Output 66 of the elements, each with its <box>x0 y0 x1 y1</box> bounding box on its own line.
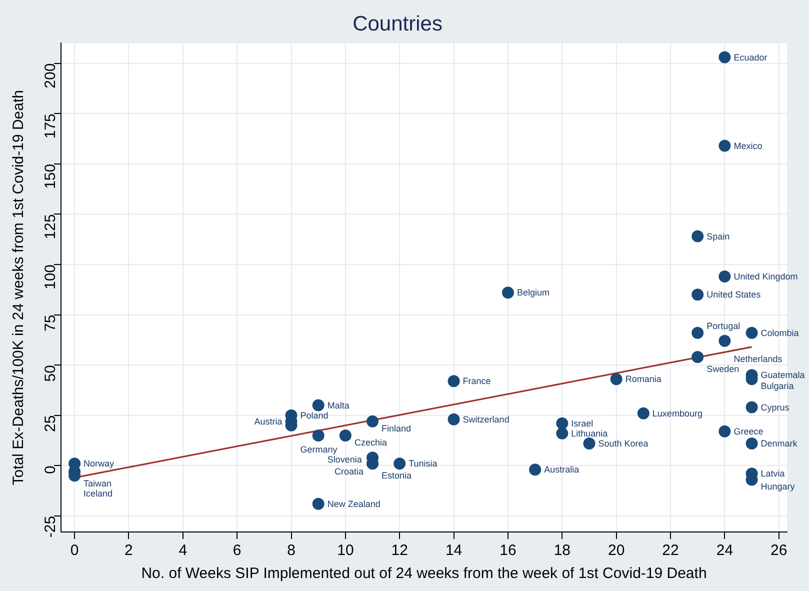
annotation: Germany <box>300 444 338 454</box>
annotation: Austria <box>254 416 282 426</box>
annotation: Hungary <box>760 482 796 492</box>
annotation: Luxembourg <box>652 408 702 418</box>
annotation: Lithuania <box>571 428 608 438</box>
x-tick-label: 18 <box>554 542 570 560</box>
annotation: Colombia <box>760 328 799 338</box>
annotation: Czechia <box>354 437 387 448</box>
annotation: United States <box>706 290 762 300</box>
annotation: Malta <box>327 400 350 410</box>
x-tick-label: 20 <box>608 542 625 560</box>
chart-title: Countries <box>352 12 442 36</box>
x-tick-label: 10 <box>337 542 354 560</box>
annotation: Norway <box>84 458 115 469</box>
annotation: Tunisia <box>408 458 438 469</box>
x-axis-title: No. of Weeks SIP Implemented out of 24 weeks from the week of 1st Covid-19 Death <box>141 565 707 582</box>
annotation: Cyprus <box>760 402 790 412</box>
annotation: Israel <box>571 418 594 428</box>
y-tick-label: 200 <box>42 63 60 88</box>
annotation: United Kingdom <box>734 272 798 282</box>
y-tick-label: 175 <box>42 114 60 139</box>
annotation: Switzerland <box>462 414 510 424</box>
y-tick-label: -25 <box>42 516 60 538</box>
annotation: Spain <box>706 231 730 242</box>
annotation: Netherlands <box>734 354 783 364</box>
y-tick-label: 150 <box>42 164 60 189</box>
annotation: Denmark <box>760 438 798 448</box>
annotation: Greece <box>734 426 764 436</box>
x-tick-label: 26 <box>770 542 788 560</box>
annotation: Portugal <box>706 320 740 331</box>
y-tick-label: 0 <box>42 466 60 474</box>
annotation: Sweden <box>706 364 740 374</box>
y-tick-label: 25 <box>42 415 60 432</box>
annotation: Guatemala <box>760 370 805 380</box>
annotation: Iceland <box>84 488 113 499</box>
x-tick-label: 14 <box>445 542 462 560</box>
annotation: Finland <box>382 423 412 434</box>
annotation: Latvia <box>760 468 785 479</box>
annotation: Belgium <box>516 288 550 298</box>
annotation: South Korea <box>598 438 648 448</box>
annotation: Estonia <box>382 470 412 481</box>
annotation: Croatia <box>334 466 364 477</box>
annotation: Australia <box>544 464 580 475</box>
annotation: Ecuador <box>734 52 768 62</box>
y-tick-label: 75 <box>42 314 60 332</box>
x-tick-label: 24 <box>716 542 734 560</box>
annotation: France <box>462 376 491 386</box>
y-tick-label: 100 <box>42 264 60 290</box>
y-tick-label: 125 <box>42 214 60 240</box>
annotation: Poland <box>300 410 328 420</box>
annotation: Mexico <box>734 140 762 151</box>
x-tick-label: 22 <box>662 542 679 560</box>
y-tick-label: 50 <box>42 365 60 382</box>
x-tick-label: 8 <box>287 542 296 560</box>
annotation: New Zealand <box>327 498 380 509</box>
x-tick-label: 0 <box>70 542 79 560</box>
annotation: Romania <box>625 374 662 384</box>
y-axis-title: Total Ex-Deaths/100K in 24 weeks from 1st Covid-19 Death <box>10 90 28 486</box>
annotation: Slovenia <box>327 454 362 464</box>
annotation: Taiwan <box>84 478 112 489</box>
x-tick-label: 4 <box>178 542 188 560</box>
x-tick-label: 12 <box>391 542 408 560</box>
x-tick-label: 6 <box>232 542 242 560</box>
x-tick-label: 2 <box>124 542 133 560</box>
x-tick-label: 16 <box>500 542 516 560</box>
annotation: Bulgaria <box>760 381 794 392</box>
